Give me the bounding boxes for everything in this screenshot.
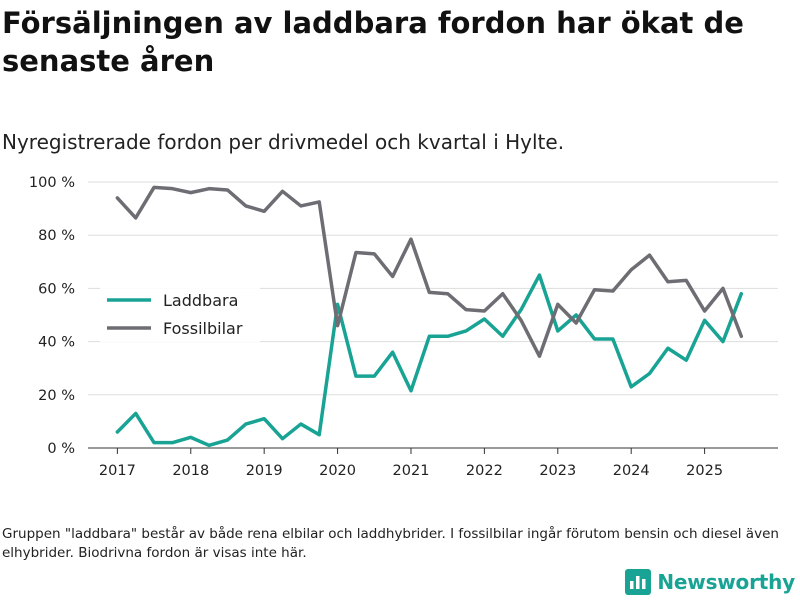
line-chart: 0 % 20 % 40 % 60 % 80 % 100 % 2017 2018 2019 202… [29,175,778,479]
x-tick-label-2020: 2020 [319,463,356,479]
series-line-laddbara [115,273,744,448]
y-tick-label-20: 20 % [38,388,75,404]
series-line-fossilbilar [115,185,744,358]
series-lines [115,185,744,448]
brand-name: Newsworthy [657,570,795,594]
footnote: Gruppen "laddbara" består av både rena e… [2,526,779,561]
x-tick-label-2017: 2017 [99,463,136,479]
legend: Laddbara Fossilbilar [100,280,260,342]
legend-background [100,280,260,342]
chart-subtitle: Nyregistrerade fordon per drivmedel och … [2,130,565,154]
x-tick-label-2019: 2019 [246,463,283,479]
x-tick-label-2021: 2021 [393,463,430,479]
x-tick-label-2024: 2024 [613,463,650,479]
y-tick-label-100: 100 % [29,175,75,191]
y-tick-label-0: 0 % [47,441,75,457]
legend-label-laddbara: Laddbara [163,291,238,310]
y-tick-label-80: 80 % [38,228,75,244]
y-tick-label-60: 60 % [38,281,75,297]
y-tick-label-40: 40 % [38,335,75,351]
legend-label-fossilbilar: Fossilbilar [163,319,243,338]
x-axis: 2017 2018 2019 2020 2021 2022 2023 2024 2025 [88,447,778,479]
chart-title: Försäljningen av laddbara fordon har öka… [2,6,744,78]
newsworthy-logo-icon [625,569,652,595]
x-tick-label-2023: 2023 [539,463,576,479]
x-tick-label-2025: 2025 [686,463,723,479]
x-tick-label-2018: 2018 [172,463,209,479]
y-axis-tick-labels: 0 % 20 % 40 % 60 % 80 % 100 % [29,175,75,457]
brand[interactable]: Newsworthy [625,569,795,595]
x-tick-label-2022: 2022 [466,463,503,479]
